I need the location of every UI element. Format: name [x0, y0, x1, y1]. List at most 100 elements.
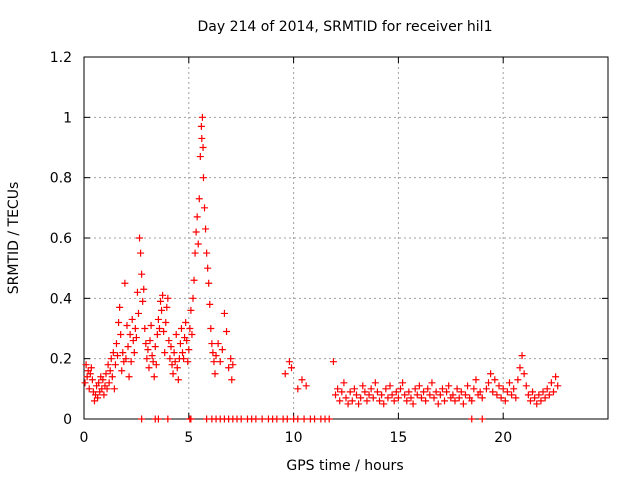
- data-point-plus: [154, 415, 162, 423]
- data-point-plus: [211, 370, 219, 378]
- data-point-plus: [394, 394, 402, 402]
- data-point-plus: [401, 391, 409, 399]
- data-point-plus: [470, 385, 478, 393]
- y-tick-label: 0: [63, 412, 72, 428]
- data-point-plus: [206, 300, 214, 308]
- data-point-plus: [199, 144, 207, 151]
- data-point-plus: [204, 264, 212, 272]
- y-axis-ticks: 0 0.2 0.4 0.6 0.8 1 1.2: [50, 50, 608, 428]
- x-tick-label: 15: [389, 430, 407, 446]
- data-point-plus: [227, 355, 235, 363]
- data-point-plus: [174, 376, 182, 384]
- data-point-plus: [476, 388, 484, 396]
- data-point-plus: [152, 361, 160, 369]
- data-point-plus: [352, 391, 360, 399]
- data-point-plus: [168, 361, 176, 369]
- x-tick-label: 5: [184, 430, 193, 446]
- data-point-plus: [409, 400, 417, 408]
- data-point-plus: [489, 388, 497, 396]
- x-tick-label: 20: [494, 430, 512, 446]
- data-point-plus: [205, 279, 213, 287]
- data-point-plus: [325, 415, 333, 423]
- data-point-plus: [493, 391, 501, 399]
- data-point-plus: [90, 397, 98, 405]
- data-point-plus: [107, 355, 115, 363]
- y-tick-label: 0.2: [50, 352, 72, 368]
- data-point-plus: [118, 367, 126, 375]
- data-point-plus: [207, 325, 215, 332]
- data-point-plus: [108, 373, 116, 381]
- data-point-plus: [167, 343, 175, 351]
- data-point-plus: [185, 346, 193, 354]
- data-point-plus: [163, 303, 171, 311]
- data-point-plus: [376, 397, 384, 405]
- data-point-plus: [112, 340, 120, 348]
- data-point-plus: [82, 361, 90, 369]
- data-point-plus: [160, 328, 168, 336]
- data-point-plus: [237, 415, 245, 423]
- data-point-plus: [355, 400, 363, 408]
- data-point-plus: [537, 397, 545, 405]
- data-point-plus: [405, 388, 413, 396]
- data-point-plus: [478, 415, 486, 423]
- data-point-plus: [428, 379, 436, 387]
- data-point-plus: [334, 385, 342, 393]
- data-point-plus: [482, 385, 490, 393]
- data-point-plus: [543, 385, 551, 393]
- data-point-plus: [382, 385, 390, 393]
- data-point-plus: [491, 376, 499, 384]
- data-point-plus: [172, 331, 180, 339]
- data-point-plus: [228, 376, 236, 384]
- data-point-plus: [209, 349, 217, 357]
- data-point-plus: [182, 318, 190, 326]
- data-point-plus: [499, 385, 507, 393]
- data-point-plus: [434, 400, 442, 408]
- data-point-plus: [179, 349, 187, 357]
- data-point-plus: [123, 321, 131, 329]
- data-point-plus: [294, 415, 302, 423]
- data-point-plus: [106, 367, 114, 375]
- data-point-plus: [357, 394, 365, 402]
- data-point-plus: [85, 385, 93, 393]
- data-point-plus: [524, 391, 532, 399]
- data-point-plus: [503, 388, 511, 396]
- data-point-plus: [426, 391, 434, 399]
- data-point-plus: [151, 343, 159, 351]
- data-point-plus: [115, 318, 123, 326]
- data-point-plus: [459, 400, 467, 408]
- data-point-plus: [283, 415, 291, 423]
- data-point-plus: [157, 297, 165, 305]
- data-point-plus: [220, 309, 228, 317]
- data-point-plus: [88, 376, 96, 384]
- y-tick-label: 0.8: [50, 171, 72, 187]
- data-point-plus: [146, 337, 154, 345]
- data-point-plus: [449, 391, 457, 399]
- data-point-plus: [445, 382, 453, 390]
- data-point-plus: [478, 394, 486, 402]
- data-point-plus: [369, 394, 377, 402]
- data-point-plus: [443, 388, 451, 396]
- data-point-plus: [285, 358, 293, 366]
- data-point-plus: [214, 340, 222, 348]
- data-point-plus: [119, 349, 127, 357]
- data-point-plus: [464, 382, 472, 390]
- data-point-plus: [497, 394, 505, 402]
- data-point-plus: [363, 397, 371, 405]
- data-point-plus: [138, 415, 146, 423]
- data-point-plus: [117, 331, 125, 339]
- data-point-plus: [252, 415, 260, 423]
- data-point-plus: [99, 376, 107, 384]
- data-point-plus: [191, 249, 199, 257]
- data-point-plus: [177, 325, 185, 332]
- data-point-plus: [166, 355, 174, 363]
- data-point-plus: [298, 376, 306, 384]
- data-point-plus: [365, 391, 373, 399]
- data-point-plus: [147, 321, 155, 329]
- data-point-plus: [361, 388, 369, 396]
- data-point-plus: [545, 391, 553, 399]
- data-point-plus: [541, 394, 549, 402]
- data-point-plus: [111, 361, 119, 369]
- data-point-plus: [210, 358, 218, 366]
- data-point-plus: [338, 388, 346, 396]
- data-point-plus: [142, 340, 150, 348]
